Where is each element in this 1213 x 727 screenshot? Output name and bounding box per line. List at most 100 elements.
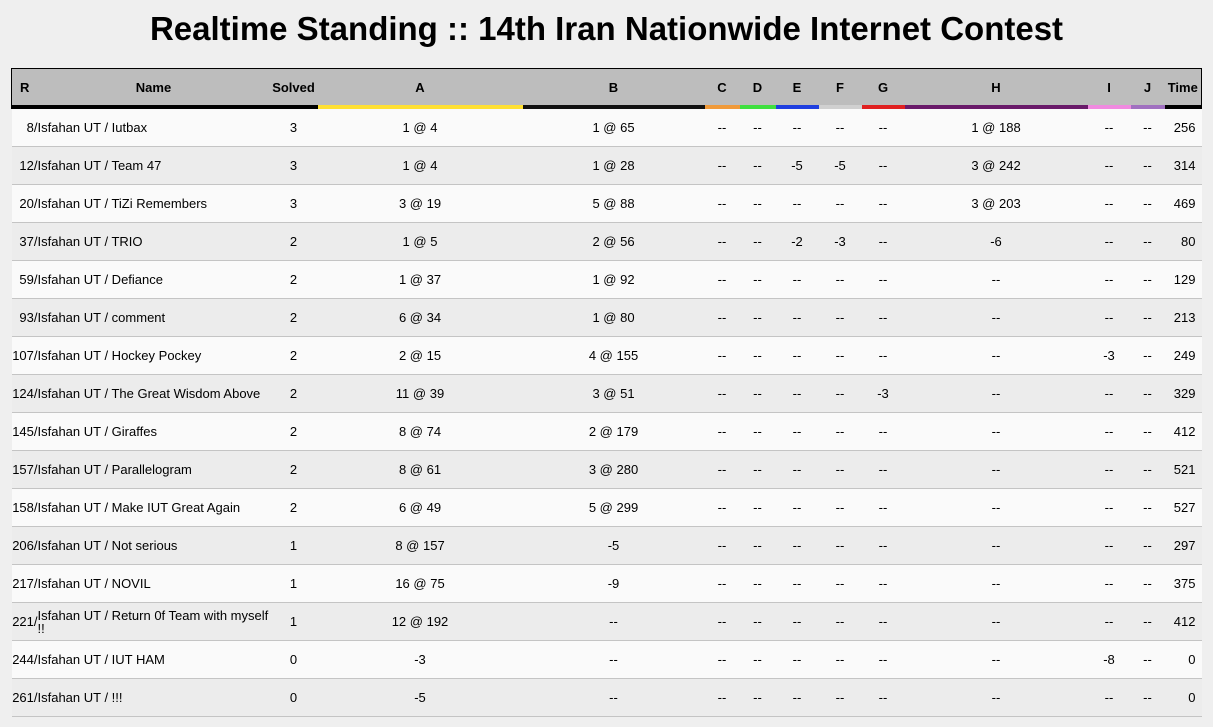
time-cell: 314 (1164, 146, 1202, 185)
problem-result-cell: -- (818, 336, 862, 375)
problem-result-cell: -- (1130, 678, 1165, 717)
rank-cell: 244/ (11, 640, 38, 679)
problem-result-cell: 11 @ 39 (317, 374, 523, 413)
table-row[interactable]: 158/Isfahan UT / Make IUT Great Again 2 6 … (11, 488, 1202, 527)
problem-result-cell: -- (904, 374, 1088, 413)
problem-result-cell: 4 @ 155 (522, 336, 705, 375)
problem-result-cell: -- (739, 602, 776, 641)
column-header-problem-e[interactable]: E (775, 68, 819, 109)
problem-result-cell: -- (522, 640, 705, 679)
problem-result-cell: -- (704, 564, 740, 603)
time-cell: 329 (1164, 374, 1202, 413)
column-header-problem-f[interactable]: F (818, 68, 862, 109)
column-header-rank[interactable]: R (11, 68, 38, 109)
time-cell: 129 (1164, 260, 1202, 299)
column-header-problem-a[interactable]: A (317, 68, 523, 109)
problem-result-cell: -- (1087, 564, 1131, 603)
problem-result-cell: 8 @ 74 (317, 412, 523, 451)
problem-result-cell: -- (1130, 526, 1165, 565)
problem-result-cell: -- (704, 488, 740, 527)
time-cell: 412 (1164, 602, 1202, 641)
team-name-cell: Isfahan UT / Defiance (37, 260, 270, 299)
solved-cell: 3 (269, 146, 318, 185)
problem-result-cell: -- (1130, 260, 1165, 299)
table-row[interactable]: 261/Isfahan UT / !!! 0 -5 -- -- -- -- -- -- -- -- -… (11, 678, 1202, 717)
problem-result-cell: -- (704, 374, 740, 413)
problem-result-cell: -5 (818, 146, 862, 185)
problem-result-cell: -- (775, 107, 819, 147)
problem-result-cell: -- (861, 298, 905, 337)
column-header-problem-c[interactable]: C (704, 68, 740, 109)
problem-result-cell: -- (739, 184, 776, 223)
problem-result-cell: -6 (904, 222, 1088, 261)
problem-result-cell: -- (818, 678, 862, 717)
problem-result-cell: -- (1087, 678, 1131, 717)
time-cell: 375 (1164, 564, 1202, 603)
table-row[interactable]: 217/Isfahan UT / NOVIL 1 16 @ 75 -9 -- -- -- --… (11, 564, 1202, 603)
problem-result-cell: 8 @ 157 (317, 526, 523, 565)
problem-result-cell: 2 @ 179 (522, 412, 705, 451)
column-header-problem-j[interactable]: J (1130, 68, 1165, 109)
problem-result-cell: -- (775, 602, 819, 641)
problem-result-cell: -- (1130, 107, 1165, 147)
problem-result-cell: -- (861, 184, 905, 223)
problem-result-cell: -- (739, 412, 776, 451)
problem-result-cell: -- (861, 678, 905, 717)
standings-table: R Name Solved A B C D E F G H I J Time 8/Isfahan U… (11, 68, 1202, 717)
time-cell: 297 (1164, 526, 1202, 565)
column-header-problem-d[interactable]: D (739, 68, 776, 109)
table-row[interactable]: 157/Isfahan UT / Parallelogram 2 8 @ 61 3 @… (11, 450, 1202, 489)
problem-result-cell: -- (704, 602, 740, 641)
problem-result-cell: -- (775, 564, 819, 603)
table-row[interactable]: 145/Isfahan UT / Giraffes 2 8 @ 74 2 @ 179-… (11, 412, 1202, 451)
table-row[interactable]: 206/Isfahan UT / Not serious 1 8 @ 157 -5 --… (11, 526, 1202, 565)
column-header-solved[interactable]: Solved (269, 68, 318, 109)
problem-result-cell: -5 (317, 678, 523, 717)
problem-result-cell: -- (775, 678, 819, 717)
problem-result-cell: -- (1130, 602, 1165, 641)
problem-result-cell: 5 @ 299 (522, 488, 705, 527)
problem-result-cell: -- (1130, 640, 1165, 679)
problem-result-cell: 1 @ 5 (317, 222, 523, 261)
problem-result-cell: -- (904, 640, 1088, 679)
problem-result-cell: -- (1130, 184, 1165, 223)
table-row[interactable]: 107/Isfahan UT / Hockey Pockey 2 2 @ 15 4 @… (11, 336, 1202, 375)
solved-cell: 2 (269, 412, 318, 451)
team-name-cell: Isfahan UT / Hockey Pockey (37, 336, 270, 375)
table-row[interactable]: 93/Isfahan UT / comment 2 6 @ 34 1 @ 80 -- --… (11, 298, 1202, 337)
rank-cell: 93/ (11, 298, 38, 337)
problem-result-cell: -- (904, 678, 1088, 717)
column-header-name[interactable]: Name (37, 68, 270, 109)
table-row[interactable]: 20/Isfahan UT / TiZi Remembers 3 3 @ 19 5 @… (11, 184, 1202, 223)
solved-cell: 2 (269, 450, 318, 489)
problem-result-cell: -- (904, 412, 1088, 451)
problem-result-cell: -- (861, 107, 905, 147)
time-cell: 469 (1164, 184, 1202, 223)
problem-result-cell: -- (704, 526, 740, 565)
problem-result-cell: -- (704, 146, 740, 185)
column-header-problem-b[interactable]: B (522, 68, 705, 109)
table-row[interactable]: 59/Isfahan UT / Defiance 2 1 @ 37 1 @ 92 -- -… (11, 260, 1202, 299)
table-row[interactable]: 221/Isfahan UT / Return 0f Team with mys… (11, 602, 1202, 641)
problem-result-cell: -- (775, 260, 819, 299)
problem-result-cell: -- (1087, 488, 1131, 527)
team-name-cell: Isfahan UT / TiZi Remembers (37, 184, 270, 223)
problem-result-cell: -9 (522, 564, 705, 603)
problem-result-cell: -- (1130, 488, 1165, 527)
column-header-problem-g[interactable]: G (861, 68, 905, 109)
problem-result-cell: -- (904, 488, 1088, 527)
solved-cell: 2 (269, 336, 318, 375)
problem-result-cell: -- (818, 526, 862, 565)
table-row[interactable]: 124/Isfahan UT / The Great Wisdom Above 2… (11, 374, 1202, 413)
problem-result-cell: -3 (1087, 336, 1131, 375)
column-header-problem-h[interactable]: H (904, 68, 1088, 109)
table-row[interactable]: 244/Isfahan UT / IUT HAM 0 -3 -- -- -- -- -- -- -… (11, 640, 1202, 679)
column-header-problem-i[interactable]: I (1087, 68, 1131, 109)
column-header-time[interactable]: Time (1164, 68, 1202, 109)
problem-result-cell: -- (1130, 412, 1165, 451)
problem-result-cell: -- (704, 184, 740, 223)
